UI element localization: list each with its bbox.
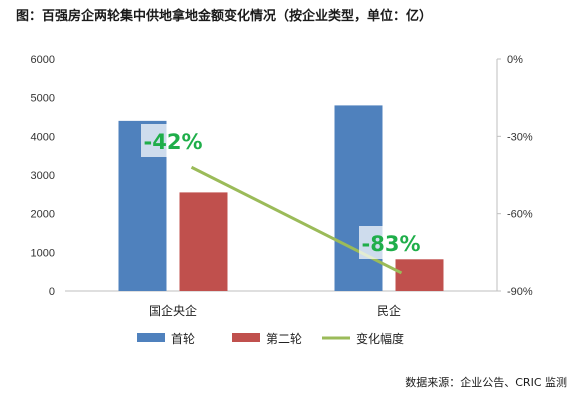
annotation-background — [141, 124, 205, 157]
right-axis-tick-label: -60% — [507, 209, 533, 221]
change-annotation: -42% — [144, 130, 203, 154]
left-axis-tick-label: 0 — [49, 286, 55, 298]
right-axis-tick-label: 0% — [507, 54, 523, 66]
chart-title: 图：百强房企两轮集中供地拿地金额变化情况（按企业类型，单位：亿） — [16, 9, 433, 24]
left-axis-tick-label: 1000 — [31, 247, 55, 259]
right-axis-tick-label: -30% — [507, 131, 533, 143]
legend-label: 第二轮 — [266, 332, 302, 346]
change-annotation: -83% — [362, 232, 421, 256]
data-source: 数据来源：企业公告、CRIC 监测 — [405, 376, 567, 389]
legend-swatch — [137, 333, 165, 342]
legend-label: 变化幅度 — [356, 331, 404, 346]
left-axis-tick-label: 4000 — [31, 131, 55, 143]
legend-label: 首轮 — [171, 332, 195, 346]
category-label: 民企 — [377, 303, 401, 318]
left-axis-tick-label: 3000 — [31, 170, 55, 182]
category-label: 国企央企 — [149, 303, 197, 318]
bar-first-round — [334, 105, 383, 292]
right-axis-tick-label: -90% — [507, 286, 533, 298]
legend-swatch — [232, 333, 260, 342]
left-axis-tick-label: 2000 — [31, 209, 55, 221]
bar-second-round — [395, 259, 444, 291]
bar-second-round — [179, 192, 228, 291]
left-axis-tick-label: 6000 — [31, 54, 55, 66]
left-axis-tick-label: 5000 — [31, 93, 55, 105]
annotation-background — [359, 226, 423, 259]
